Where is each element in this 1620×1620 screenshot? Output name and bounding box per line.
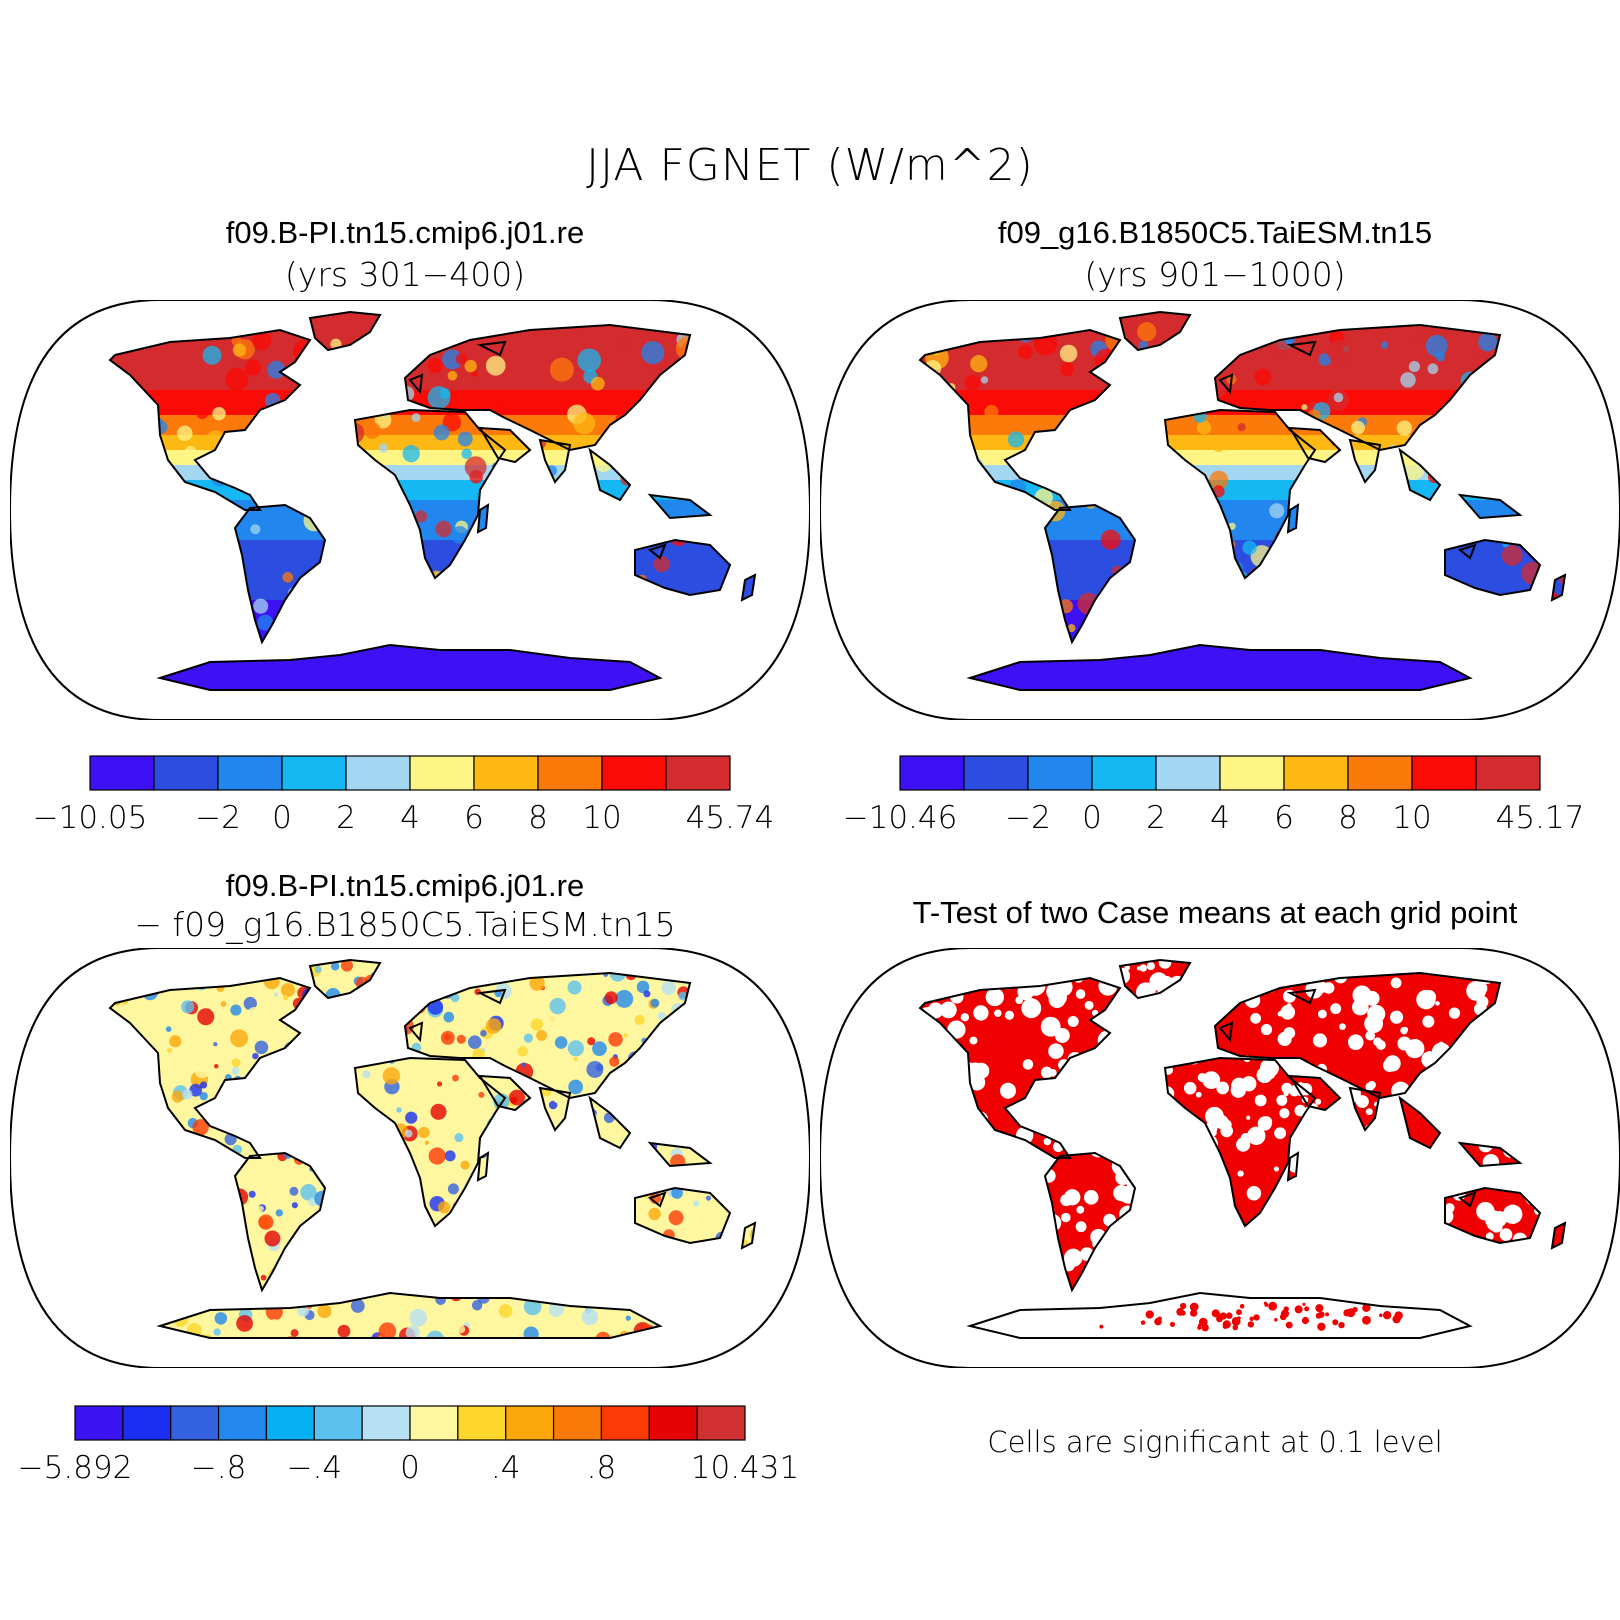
- colorbar-swatch: [265, 1405, 315, 1441]
- panel2-subtitle: (yrs 901−1000): [1084, 255, 1346, 294]
- colorbar-swatch: [1475, 755, 1541, 791]
- colorbar-swatch: [600, 1405, 650, 1441]
- map-panel-ttest: [820, 948, 1620, 1368]
- map-panel-case1: [10, 300, 810, 720]
- colorbar-swatch: [89, 755, 155, 791]
- colorbar-swatch: [1027, 755, 1093, 791]
- colorbar-tick-label: 6: [1274, 800, 1294, 836]
- colorbar-swatch: [537, 755, 603, 791]
- colorbar-swatch: [217, 755, 283, 791]
- colorbar-swatch: [153, 755, 219, 791]
- colorbar-swatch: [648, 1405, 698, 1441]
- map-panel-case2: [820, 300, 1620, 720]
- colorbar-swatch: [1219, 755, 1285, 791]
- colorbar-swatch: [505, 1405, 555, 1441]
- colorbar-swatch: [122, 1405, 172, 1441]
- colorbar-tick-label: 8: [528, 800, 548, 836]
- colorbar-tick-label: 45.74: [686, 800, 775, 836]
- significance-note: Cells are significant at 0.1 level: [987, 1425, 1443, 1459]
- colorbar-tick-label: 4: [400, 800, 420, 836]
- panel3-subtitle: − f09_g16.B1850C5.TaiESM.tn15: [134, 905, 676, 944]
- colorbar-swatch: [899, 755, 965, 791]
- panel1-subtitle: (yrs 301−400): [284, 255, 526, 294]
- panel1-title: f09.B-PI.tn15.cmip6.j01.re: [225, 215, 585, 250]
- colorbar-swatch: [963, 755, 1029, 791]
- panel4-title: T-Test of two Case means at each grid po…: [912, 895, 1518, 930]
- colorbar-swatch: [1091, 755, 1157, 791]
- colorbar-swatch: [361, 1405, 411, 1441]
- colorbar-tick-label: .4: [491, 1450, 521, 1486]
- colorbar-tick-label: −.8: [191, 1450, 247, 1486]
- colorbar-swatch: [281, 755, 347, 791]
- colorbar-tick-label: 2: [1146, 800, 1166, 836]
- colorbar-tick-label: 10.431: [691, 1450, 799, 1486]
- colorbar-swatch: [217, 1405, 268, 1441]
- colorbar-swatch: [601, 755, 667, 791]
- colorbar-tick-label: 0: [272, 800, 292, 836]
- colorbar-swatch: [696, 1405, 746, 1441]
- colorbar-swatch: [1411, 755, 1477, 791]
- colorbar-swatch: [345, 755, 411, 791]
- colorbar-swatch: [457, 1405, 507, 1441]
- colorbar-swatch: [409, 1405, 459, 1441]
- colorbar-tick-label: −10.05: [33, 800, 148, 836]
- colorbar-case2: −10.46 −2 0 2 4 6 8 10 45.17: [843, 755, 1585, 836]
- colorbar-difference: −5.892 −.8 −.4 0 .4 .8 10.431: [18, 1405, 799, 1486]
- panel2-title: f09_g16.B1850C5.TaiESM.tn15: [997, 215, 1433, 250]
- colorbar-swatch: [170, 1405, 220, 1441]
- colorbar-swatch: [409, 755, 475, 791]
- colorbar-tick-label: 45.17: [1496, 800, 1585, 836]
- colorbar-swatch: [74, 1405, 124, 1441]
- colorbar-tick-label: −.4: [287, 1450, 343, 1486]
- colorbar-tick-label: −10.46: [843, 800, 958, 836]
- colorbar-tick-label: 10: [582, 800, 621, 836]
- colorbar-swatch: [1347, 755, 1413, 791]
- colorbar-tick-label: −5.892: [18, 1450, 133, 1486]
- colorbar-tick-label: 10: [1392, 800, 1431, 836]
- colorbar-tick-label: 8: [1338, 800, 1358, 836]
- colorbar-case1: −10.05 −2 0 2 4 6 8 10 45.74: [33, 755, 775, 836]
- colorbar-swatch: [665, 755, 731, 791]
- map-panel-difference: [10, 948, 810, 1368]
- colorbar-tick-label: −2: [195, 800, 241, 836]
- colorbar-tick-label: 0: [1082, 800, 1102, 836]
- colorbar-swatch: [473, 755, 539, 791]
- colorbar-tick-label: 6: [464, 800, 484, 836]
- colorbar-tick-label: 4: [1210, 800, 1230, 836]
- colorbar-tick-label: −2: [1005, 800, 1051, 836]
- colorbar-tick-label: 0: [400, 1450, 420, 1486]
- colorbar-swatch: [1155, 755, 1221, 791]
- colorbar-swatch: [552, 1405, 603, 1441]
- colorbar-tick-label: .8: [587, 1450, 617, 1486]
- colorbar-tick-label: 2: [336, 800, 356, 836]
- main-title: JJA FGNET (W/m^2): [586, 140, 1034, 191]
- colorbar-swatch: [313, 1405, 363, 1441]
- colorbar-swatch: [1283, 755, 1349, 791]
- panel3-title: f09.B-PI.tn15.cmip6.j01.re: [225, 868, 585, 903]
